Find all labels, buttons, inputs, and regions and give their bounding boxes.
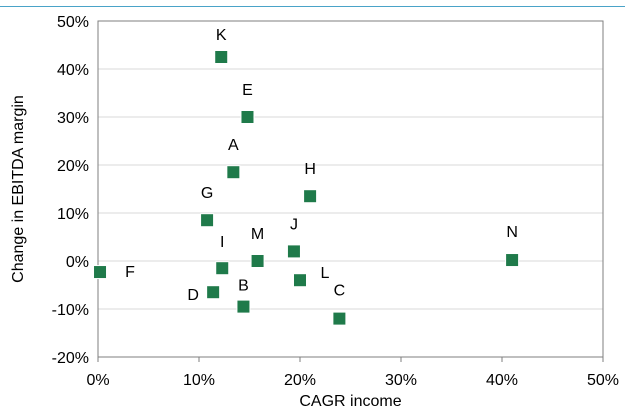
y-tick-label: 50% — [57, 14, 89, 31]
y-tick-label: 0% — [66, 254, 89, 271]
top-rule — [0, 6, 625, 7]
x-tick-label: 10% — [183, 372, 215, 389]
data-point-f — [93, 265, 108, 280]
point-label-k: K — [216, 27, 227, 44]
y-tick-label: 10% — [57, 206, 89, 223]
y-axis-ticks: -20% -10% 0% 10% 20% 30% 40% 50% — [52, 14, 89, 367]
data-point-l — [293, 273, 307, 288]
x-tick-label: 20% — [284, 372, 316, 389]
point-label-n: N — [506, 224, 518, 241]
data-point-g — [200, 213, 215, 228]
data-point-d — [206, 285, 221, 300]
point-label-c: C — [334, 283, 346, 300]
x-axis-title: CAGR income — [299, 393, 401, 410]
grid-lines — [98, 68, 603, 310]
point-label-g: G — [201, 185, 213, 202]
y-tick-label: 30% — [57, 110, 89, 127]
data-point-j — [286, 244, 301, 259]
data-point-b — [236, 299, 251, 314]
y-tick-label: -20% — [52, 350, 89, 367]
x-axis-ticks: 0% 10% 20% 30% 40% 50% — [86, 357, 619, 389]
x-tick-label: 0% — [86, 372, 109, 389]
point-label-f: F — [125, 264, 135, 281]
point-label-e: E — [242, 82, 253, 99]
point-label-a: A — [228, 137, 239, 154]
y-tick-label: -10% — [52, 302, 89, 319]
data-point-e — [240, 110, 255, 124]
data-point-k — [214, 50, 229, 64]
point-label-h: H — [304, 161, 316, 178]
point-label-l: L — [321, 265, 330, 282]
point-label-b: B — [238, 278, 249, 295]
plot-frame — [97, 20, 604, 358]
data-point-h — [303, 189, 318, 204]
x-tick-label: 50% — [587, 372, 619, 389]
data-point-i — [215, 261, 230, 276]
point-label-m: M — [251, 226, 264, 243]
data-point-a — [226, 165, 241, 180]
point-label-d: D — [187, 287, 199, 304]
data-point-m — [250, 254, 265, 268]
point-label-i: I — [220, 234, 224, 251]
point-label-j: J — [290, 216, 298, 233]
data-point-c — [332, 311, 347, 326]
x-tick-label: 30% — [385, 372, 417, 389]
data-points: K E A H G J M I L F D B C N — [93, 27, 520, 326]
data-point-n — [505, 253, 520, 268]
y-axis-title: Change in EBITDA margin — [10, 95, 27, 283]
y-tick-label: 20% — [57, 158, 89, 175]
y-tick-label: 40% — [57, 62, 89, 79]
x-tick-label: 40% — [486, 372, 518, 389]
